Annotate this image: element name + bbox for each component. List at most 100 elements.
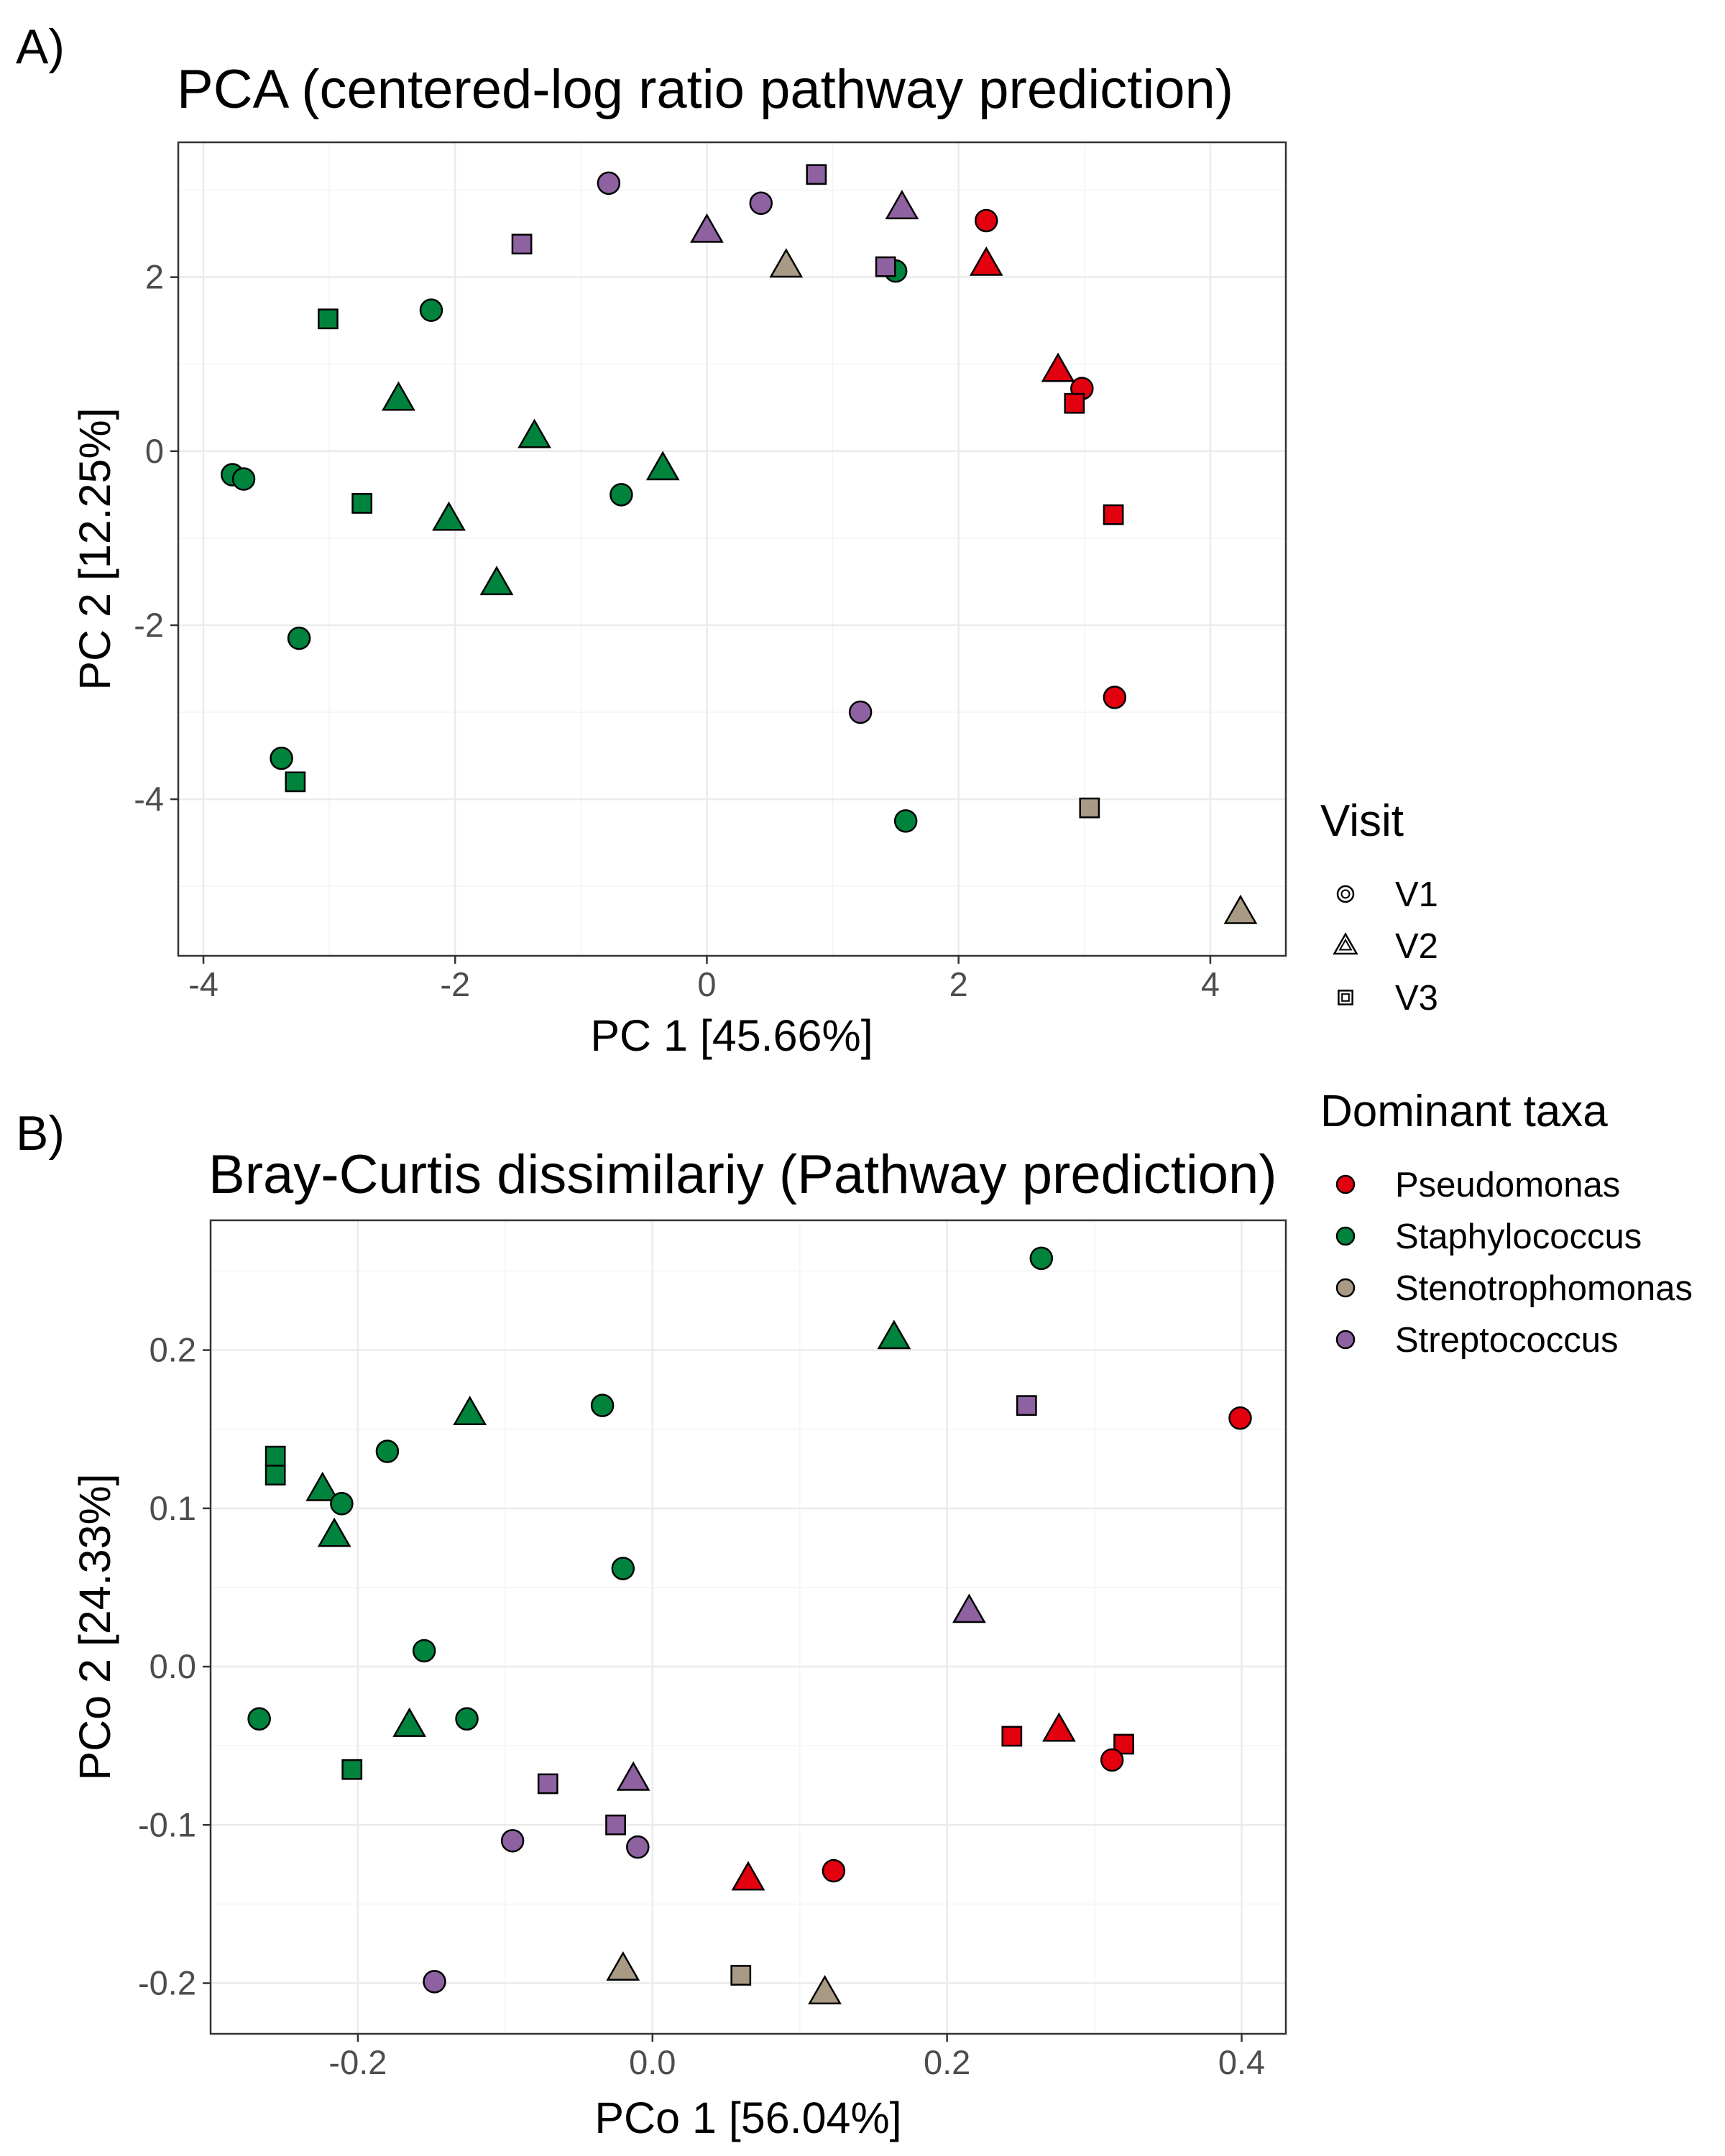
panel-a-point-streptococcus-v3 xyxy=(511,234,533,255)
panel-b-point-pseudomonas-v2 xyxy=(731,1861,765,1891)
panel-b-xlabel: PCo 1 [56.04%] xyxy=(594,2093,901,2142)
panel-b-title-clip xyxy=(1302,1121,1725,1215)
legend-visit-label-v1: V1 xyxy=(1395,875,1438,914)
panel-b-point-staphylococcus-v3 xyxy=(341,1759,363,1780)
panel-b-point-pseudomonas-v1 xyxy=(822,1858,846,1883)
panel-b-point-stenotrophomonas-v3 xyxy=(730,1965,752,1986)
panel-a-point-staphylococcus-v1 xyxy=(610,483,633,507)
panel-b-y-tick-label: 0.0 xyxy=(150,1647,196,1685)
panel-a-point-staphylococcus-v1 xyxy=(270,746,293,770)
panel-a-point-staphylococcus-v2 xyxy=(382,381,415,411)
legend-taxa-key-streptococcus xyxy=(1335,1330,1356,1350)
panel-b-point-staphylococcus-v1 xyxy=(412,1639,436,1663)
panel-a-x-tick-label: 0 xyxy=(697,965,716,1003)
panel-b: B) -0.2 0.0 0.2 0.4 -0.2 -0.1 0.0 0.1 0.2 PCo 1 … xyxy=(16,1106,1725,2142)
panel-a-point-streptococcus-v3 xyxy=(806,164,827,185)
panel-a-ylabel: PC 2 [12.25%] xyxy=(70,407,119,690)
panel-b-point-staphylococcus-v2 xyxy=(877,1319,911,1350)
panel-b-y-tick-label: -0.2 xyxy=(138,1964,196,2002)
panel-b-point-staphylococcus-v1 xyxy=(330,1491,354,1516)
panel-a-point-pseudomonas-v2 xyxy=(1041,352,1075,382)
panel-b-point-staphylococcus-v2 xyxy=(317,1517,351,1547)
panel-a-point-staphylococcus-v1 xyxy=(287,626,311,650)
panel-b-point-pseudomonas-v2 xyxy=(1042,1712,1076,1742)
panel-b-point-staphylococcus-v1 xyxy=(590,1393,615,1417)
panel-b-y-tick-label: 0.2 xyxy=(150,1331,196,1369)
panel-b-points xyxy=(247,1246,1252,2005)
panel-b-point-staphylococcus-v1 xyxy=(247,1707,271,1731)
panel-b-y-tick-label: -0.1 xyxy=(138,1805,196,1843)
panel-b-point-staphylococcus-v1 xyxy=(611,1557,635,1580)
panel-a-background xyxy=(178,142,1286,956)
panel-a-point-pseudomonas-v3 xyxy=(1064,392,1085,414)
legend-taxa-title: Dominant taxa xyxy=(1320,1087,1608,1136)
legend-taxa-label-streptococcus: Streptococcus xyxy=(1395,1321,1619,1360)
panel-a-point-staphylococcus-v3 xyxy=(285,771,306,793)
panel-a-point-streptococcus-v1 xyxy=(597,171,621,195)
panel-a-point-pseudomonas-v2 xyxy=(969,246,1003,276)
legend-visit-key-v3 xyxy=(1338,990,1353,1005)
panel-a-point-stenotrophomonas-v2 xyxy=(769,248,804,278)
panel-b-y-tick-label: 0.1 xyxy=(150,1489,196,1527)
panel-a-xlabel: PC 1 [45.66%] xyxy=(590,1011,873,1060)
panel-b-point-pseudomonas-v1 xyxy=(1100,1748,1124,1772)
legend-visit-key-v2 xyxy=(1333,932,1358,955)
panel-a-y-tick-label: -4 xyxy=(134,780,164,818)
panel-b-point-staphylococcus-v1 xyxy=(455,1707,479,1731)
panel-b-point-streptococcus-v2 xyxy=(616,1761,650,1791)
legend-taxa-label-stenotrophomonas: Stenotrophomonas xyxy=(1395,1269,1693,1308)
panel-b-point-streptococcus-v1 xyxy=(626,1835,650,1859)
legend-visit-title: Visit xyxy=(1320,796,1404,846)
panel-a-point-stenotrophomonas-v2 xyxy=(1223,894,1258,924)
panel-a-point-staphylococcus-v2 xyxy=(645,451,680,481)
panel-a-grid xyxy=(178,142,1286,956)
panel-a-point-staphylococcus-v2 xyxy=(479,566,514,596)
legend-taxa-key-pseudomonas xyxy=(1335,1174,1356,1194)
panel-a-point-staphylococcus-v1 xyxy=(893,809,918,833)
panel-a-point-staphylococcus-v2 xyxy=(432,501,466,531)
panel-b-background xyxy=(211,1220,1286,2034)
panel-b-x-tick-label: 0.2 xyxy=(924,2043,970,2081)
panel-a-point-staphylococcus-v2 xyxy=(518,418,551,448)
panel-a-point-pseudomonas-v1 xyxy=(974,208,998,233)
panel-b-point-staphylococcus-v3 xyxy=(264,1445,286,1467)
panel-b-point-pseudomonas-v1 xyxy=(1228,1406,1252,1430)
panel-a-point-pseudomonas-v1 xyxy=(1103,686,1127,709)
panel-a-point-streptococcus-v1 xyxy=(749,191,773,215)
legend-taxa-label-pseudomonas: Pseudomonas xyxy=(1395,1166,1620,1204)
panel-b-x-tick-label: -0.2 xyxy=(328,2043,387,2081)
panel-a-point-streptococcus-v2 xyxy=(690,213,724,243)
panel-a-point-streptococcus-v2 xyxy=(885,190,919,220)
legend-visit-key-inner-v2 xyxy=(1338,938,1353,951)
panel-a-point-streptococcus-v3 xyxy=(875,256,896,277)
panel-b-title: Bray-Curtis dissimilariy (Pathway predic… xyxy=(208,1144,1277,1205)
panel-b-point-pseudomonas-v3 xyxy=(1001,1726,1023,1747)
legend-visit-items: V1 V2 V3 xyxy=(1333,875,1438,1018)
legend-taxa-key-staphylococcus xyxy=(1335,1226,1356,1246)
panel-a-letter: A) xyxy=(16,19,65,74)
panel-a-point-staphylococcus-v1 xyxy=(419,298,443,322)
panel-b-point-staphylococcus-v1 xyxy=(1029,1246,1054,1271)
panel-a-x-tick-label: 4 xyxy=(1201,965,1220,1003)
panel-b-point-streptococcus-v2 xyxy=(952,1593,986,1623)
legend-visit-label-v3: V3 xyxy=(1395,979,1438,1018)
legend-visit-key-inner-v1 xyxy=(1340,889,1351,899)
panel-b-point-staphylococcus-v1 xyxy=(375,1439,400,1463)
panel-a-points xyxy=(221,164,1258,924)
panel-b-point-staphylococcus-v2 xyxy=(392,1707,427,1737)
panel-b-point-streptococcus-v1 xyxy=(500,1829,525,1853)
panel-a-point-staphylococcus-v1 xyxy=(231,467,256,491)
panel-a-point-pseudomonas-v3 xyxy=(1103,504,1124,525)
legend-taxa-label-staphylococcus: Staphylococcus xyxy=(1395,1217,1642,1256)
panel-b-point-streptococcus-v3 xyxy=(1016,1395,1037,1416)
panel-a-point-staphylococcus-v3 xyxy=(318,308,339,330)
panel-a-y-tick-label: -2 xyxy=(134,606,164,644)
panel-a: A) PCA (centered-log ratio pathway predi… xyxy=(16,19,1287,1060)
legend-visit-key-inner-v3 xyxy=(1341,993,1350,1002)
panel-a-title: PCA (centered-log ratio pathway predicti… xyxy=(177,59,1233,120)
panel-b-x-tick-label: 0.4 xyxy=(1218,2043,1265,2081)
legend-taxa-items: Pseudomonas Staphylococcus Stenotrophomona… xyxy=(1335,1166,1693,1360)
panel-b-point-streptococcus-v3 xyxy=(537,1773,558,1795)
panel-b-point-staphylococcus-v3 xyxy=(264,1465,286,1485)
